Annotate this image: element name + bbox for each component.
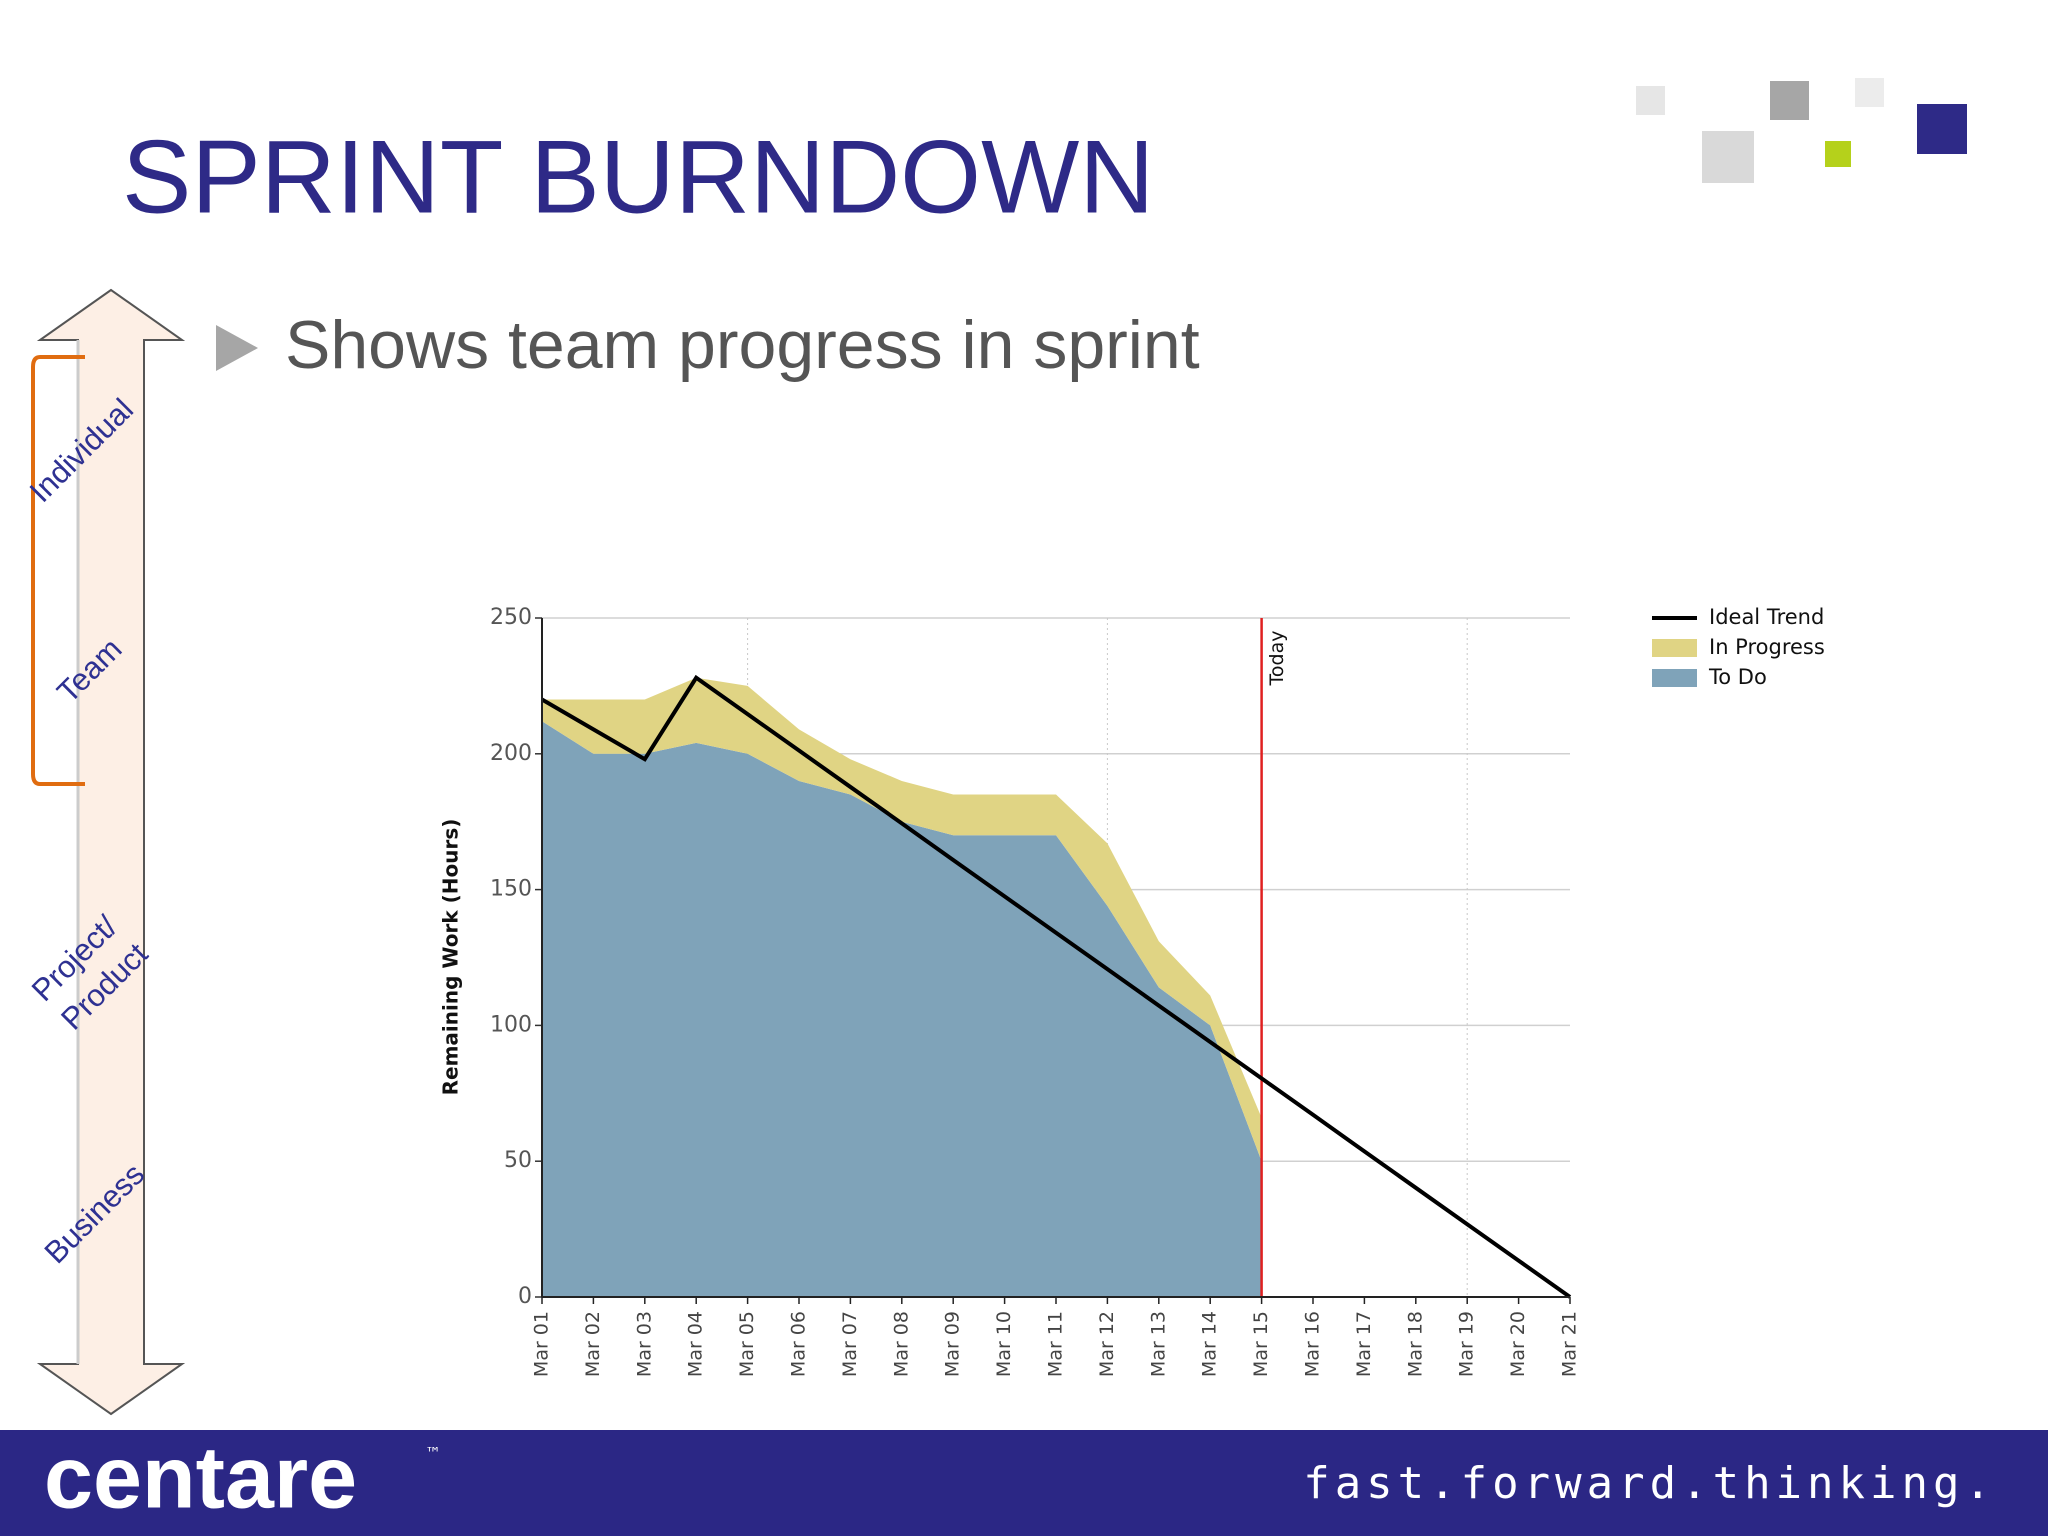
legend-label: To Do <box>1708 665 1767 689</box>
area-in-progress <box>542 677 1262 1162</box>
x-tick-label: Mar 03 <box>633 1311 655 1377</box>
scale-arrow <box>36 288 186 1416</box>
plot: 0 50 100 150 200 250 Today Mar 01 Mar 02 Mar 03 Ma… <box>490 605 1825 1377</box>
deco-square <box>1825 141 1851 167</box>
deco-square <box>1702 131 1754 183</box>
y-tick-label: 150 <box>490 877 532 902</box>
x-tick-label: Mar 08 <box>890 1311 912 1377</box>
x-tick-label: Mar 06 <box>788 1311 810 1377</box>
bullet-text: Shows team progress in sprint <box>285 307 1200 383</box>
x-tick-label: Mar 16 <box>1302 1311 1324 1377</box>
y-axis-title: Remaining Work (Hours) <box>439 819 463 1096</box>
deco-square <box>1855 78 1884 107</box>
footer-band <box>0 1430 2048 1536</box>
trademark: ™ <box>425 1444 441 1463</box>
x-tick-label: Mar 05 <box>736 1311 758 1377</box>
x-tick-label: Mar 13 <box>1147 1311 1169 1377</box>
bracket <box>31 355 85 786</box>
x-tick-label: Mar 04 <box>685 1311 707 1377</box>
x-tick-label: Mar 21 <box>1559 1311 1581 1377</box>
x-tick-label: Mar 20 <box>1507 1311 1529 1377</box>
x-tick-label: Mar 10 <box>993 1311 1015 1377</box>
bullet-icon <box>216 325 258 371</box>
area-to-do <box>542 721 1262 1297</box>
x-tick-label: Mar 14 <box>1199 1311 1221 1377</box>
x-tick-label: Mar 09 <box>942 1311 964 1377</box>
ideal-trend-line <box>540 674 1572 1299</box>
y-tick-label: 200 <box>490 741 532 766</box>
y-tick-label: 100 <box>490 1012 532 1037</box>
tagline: fast.forward.thinking. <box>1303 1458 1996 1509</box>
x-tick-label: Mar 17 <box>1353 1311 1375 1377</box>
y-tick-label: 50 <box>504 1148 532 1173</box>
y-tick-label: 250 <box>490 605 532 630</box>
x-tick-label: Mar 07 <box>839 1311 861 1377</box>
deco-square <box>1770 81 1809 120</box>
deco-square <box>1917 104 1967 154</box>
x-tick-label: Mar 19 <box>1456 1311 1478 1377</box>
legend-label: In Progress <box>1709 635 1825 659</box>
legend-swatch <box>1652 669 1697 687</box>
slide-title: SPRINT BURNDOWN <box>122 119 1154 235</box>
y-tick-label: 0 <box>518 1284 532 1309</box>
x-tick-label: Mar 12 <box>1096 1311 1118 1377</box>
logo-text: centare <box>44 1427 357 1526</box>
legend-swatch <box>1652 639 1697 657</box>
x-tick-label: Mar 01 <box>531 1311 553 1377</box>
x-tick-label: Mar 11 <box>1045 1311 1067 1377</box>
legend-label: Ideal Trend <box>1709 605 1824 629</box>
x-tick-label: Mar 02 <box>582 1311 604 1377</box>
today-label: Today <box>1266 631 1288 687</box>
x-tick-label: Mar 15 <box>1250 1311 1272 1377</box>
deco-square <box>1636 86 1665 115</box>
x-tick-label: Mar 18 <box>1404 1311 1426 1377</box>
